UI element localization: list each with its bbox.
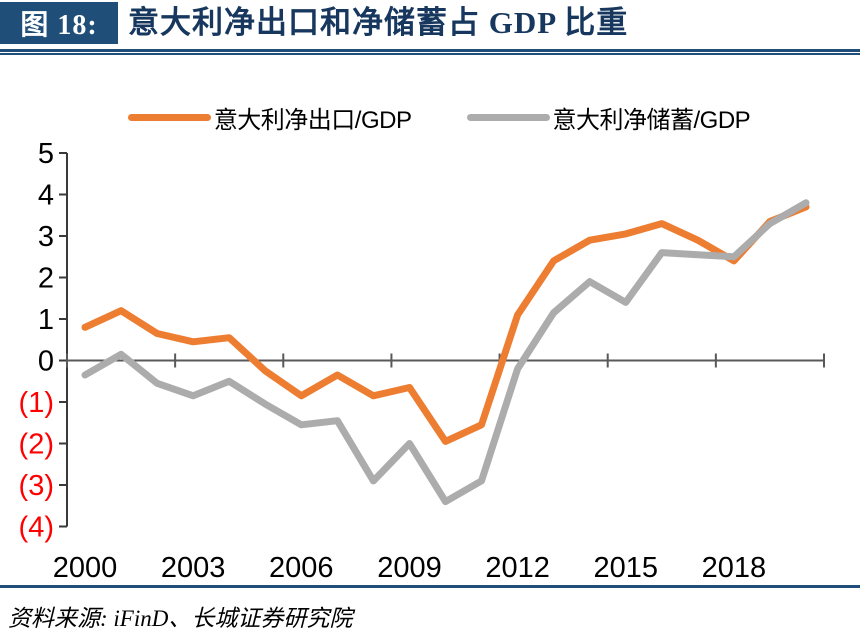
y-axis-tick-label: 5 — [38, 138, 54, 170]
y-axis-tick-label: 1 — [38, 304, 54, 336]
net-savings-line-swatch — [466, 114, 550, 121]
net-exports-line-swatch — [127, 114, 211, 121]
legend-item-net-savings: 意大利净储蓄/GDP — [466, 100, 751, 135]
figure-title: 意大利净出口和净储蓄占 GDP 比重 — [128, 5, 629, 40]
x-axis-tick-label: 2009 — [377, 552, 442, 584]
series-line-net-exports — [81, 203, 810, 445]
y-axis-tick-label: (3) — [19, 470, 54, 502]
title-divider — [0, 49, 860, 55]
y-axis-tick-label: 4 — [38, 180, 54, 212]
chart-legend: 意大利净出口/GDP 意大利净储蓄/GDP — [0, 100, 860, 135]
x-axis-tick-label: 2006 — [269, 552, 334, 584]
y-axis-tick-label: 3 — [38, 221, 54, 253]
x-axis-tick-label: 2000 — [53, 552, 118, 584]
x-axis-tick-label: 2003 — [161, 552, 226, 584]
legend-label-net-exports: 意大利净出口/GDP — [213, 107, 412, 134]
source-text: 资料来源: iFinD、长城证券研究院 — [8, 606, 353, 631]
figure-label-box: 图 18: — [0, 2, 118, 44]
series-line-net-savings — [81, 199, 810, 506]
legend-label-net-savings: 意大利净储蓄/GDP — [552, 107, 751, 134]
y-axis-tick-label: (2) — [19, 429, 54, 461]
footer-divider — [0, 585, 860, 588]
y-axis-tick-label: (1) — [19, 387, 54, 419]
x-axis-tick-label: 2018 — [702, 552, 767, 584]
figure-label: 图 18: — [20, 10, 98, 41]
x-axis-tick-label: 2015 — [593, 552, 658, 584]
legend-item-net-exports: 意大利净出口/GDP — [127, 100, 412, 135]
y-axis-tick-label: 0 — [38, 346, 54, 378]
x-axis-tick-label: 2012 — [485, 552, 550, 584]
y-axis-tick-label: 2 — [38, 263, 54, 295]
y-axis-tick-label: (4) — [19, 512, 54, 544]
